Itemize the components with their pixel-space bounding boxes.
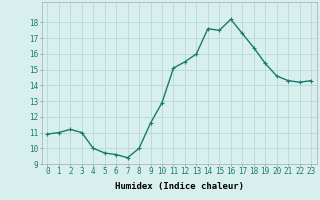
- X-axis label: Humidex (Indice chaleur): Humidex (Indice chaleur): [115, 182, 244, 191]
